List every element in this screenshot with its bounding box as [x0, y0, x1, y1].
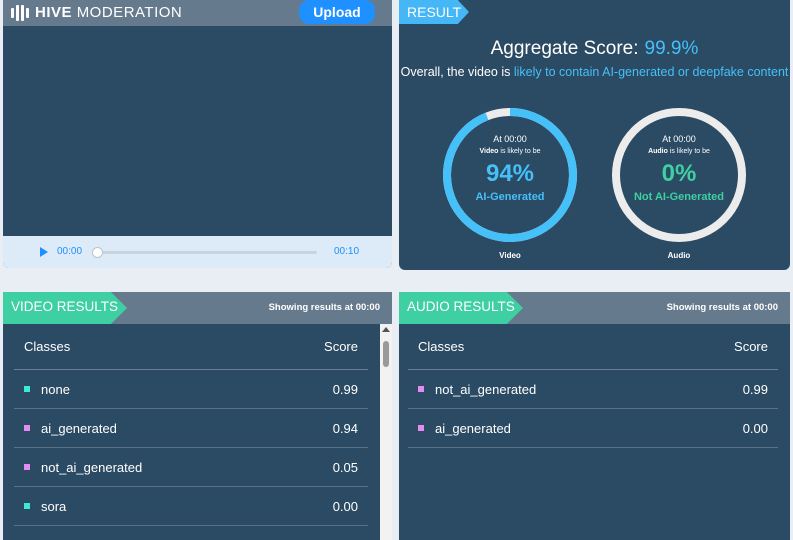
class-color-marker [24, 503, 30, 509]
table-row: ai_generated 0.94 [14, 409, 368, 448]
audio-results-tab: AUDIO RESULTS [399, 292, 523, 324]
table-header: Classes Score [14, 324, 368, 370]
class-name: ai_generated [435, 420, 511, 436]
class-cell: not_ai_generated [24, 460, 142, 475]
video-ring-label: AI-Generated [475, 191, 545, 203]
video-results-scrollbar[interactable] [380, 324, 392, 540]
result-tab: RESULT [399, 0, 469, 24]
class-score: 0.99 [742, 381, 768, 397]
class-score: 0.00 [742, 420, 768, 436]
logo-text: HIVE MODERATION [35, 4, 183, 21]
scroll-up-icon[interactable] [382, 327, 390, 332]
class-name: ai_generated [41, 420, 117, 436]
video-player-panel: HIVE MODERATION Upload 00:00 00:10 [3, 0, 392, 268]
class-name: none [41, 381, 70, 397]
class-score: 0.94 [332, 420, 358, 436]
class-cell: not_ai_generated [418, 382, 536, 397]
class-cell: none [24, 382, 70, 397]
scroll-thumb[interactable] [383, 341, 389, 367]
video-ring-percent: 94% [485, 160, 535, 187]
seek-handle[interactable] [92, 247, 103, 258]
class-cell: ai_generated [24, 421, 117, 436]
video-ring-sub: Video is likely to be [479, 148, 541, 155]
video-score-ring: At 00:00 Video is likely to be 94% AI-Ge… [441, 106, 579, 244]
class-name: sora [41, 498, 67, 514]
class-score: 0.05 [332, 459, 358, 475]
class-color-marker [24, 386, 30, 392]
video-ring-time: At 00:00 [493, 134, 527, 144]
col-classes: Classes [24, 339, 71, 354]
class-color-marker [24, 425, 30, 431]
class-name: not_ai_generated [435, 381, 537, 397]
table-row: none 0.99 [14, 370, 368, 409]
audio-score-ring: At 00:00 Audio is likely to be 0% Not AI… [610, 106, 748, 244]
overall-verdict: Overall, the video is likely to contain … [399, 64, 790, 81]
col-classes: Classes [418, 339, 465, 354]
hive-logo-icon [11, 4, 29, 21]
table-row: sora 0.00 [14, 487, 368, 526]
video-results-panel: VIDEO RESULTS Showing results at 00:00 C… [3, 292, 392, 540]
audio-results-showing: Showing results at 00:00 [666, 302, 778, 313]
class-cell: sora [24, 499, 66, 514]
col-score: Score [324, 339, 358, 354]
upload-button[interactable]: Upload [299, 0, 375, 24]
duration: 00:10 [334, 246, 360, 257]
table-row: not_ai_generated 0.05 [14, 448, 368, 487]
video-results-table: Classes Score none 0.99 ai_generated 0.94 no… [14, 324, 368, 526]
audio-ring-percent: 0% [661, 160, 697, 187]
audio-ring-label: Not AI-Generated [633, 191, 725, 203]
video-ring-caption: Video [499, 251, 521, 260]
table-row: ai_generated 0.00 [408, 409, 778, 448]
audio-ring-sub: Audio is likely to be [648, 148, 710, 155]
audio-ring-caption: Audio [667, 251, 691, 260]
play-icon[interactable] [40, 247, 48, 257]
col-score: Score [734, 339, 768, 354]
audio-results-table: Classes Score not_ai_generated 0.99 ai_gen… [408, 324, 778, 448]
table-row: not_ai_generated 0.99 [408, 370, 778, 409]
aggregate-score: Aggregate Score: 99.9% [399, 38, 790, 60]
hive-logo: HIVE MODERATION [11, 4, 182, 21]
current-time: 00:00 [57, 246, 83, 257]
player-controls: 00:00 00:10 [3, 236, 392, 268]
video-display[interactable] [3, 26, 392, 236]
overall-prefix: Overall, the video is [400, 65, 511, 79]
class-name: not_ai_generated [41, 459, 143, 475]
video-results-showing: Showing results at 00:00 [268, 302, 380, 313]
class-score: 0.99 [332, 381, 358, 397]
seek-bar[interactable] [92, 247, 317, 258]
class-color-marker [418, 425, 424, 431]
audio-results-panel: AUDIO RESULTS Showing results at 00:00 C… [399, 292, 790, 540]
aggregate-value: 99.9% [644, 38, 699, 59]
overall-highlight: likely to contain AI-generated or deepfa… [513, 65, 789, 79]
class-cell: ai_generated [418, 421, 511, 436]
video-results-header: VIDEO RESULTS Showing results at 00:00 [3, 292, 392, 324]
aggregate-label: Aggregate Score: [490, 38, 639, 59]
class-score: 0.00 [332, 498, 358, 514]
table-header: Classes Score [408, 324, 778, 370]
audio-ring-time: At 00:00 [662, 134, 696, 144]
class-color-marker [418, 386, 424, 392]
result-panel: RESULT Aggregate Score: 99.9% Overall, th… [399, 0, 790, 270]
video-results-tab: VIDEO RESULTS [3, 292, 127, 324]
audio-results-header: AUDIO RESULTS Showing results at 00:00 [399, 292, 790, 324]
class-color-marker [24, 464, 30, 470]
top-bar: HIVE MODERATION Upload [3, 0, 392, 26]
video-ring-arc [443, 108, 577, 242]
